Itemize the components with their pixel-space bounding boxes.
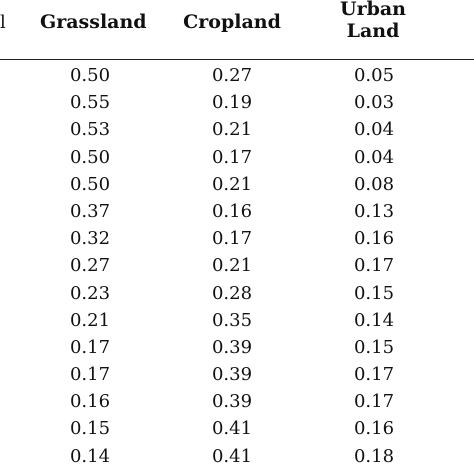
table-row: 0.32 0.17 0.16 — [0, 225, 474, 252]
grassland-cell: 0.21 — [69, 309, 111, 331]
grassland-cell: 0.15 — [69, 418, 111, 440]
urban-land-cell: 0.08 — [353, 173, 395, 195]
urban-land-cell: 0.17 — [353, 255, 395, 277]
table-row: 0.15 0.41 0.16 — [0, 415, 474, 442]
cropland-cell: 0.17 — [211, 228, 253, 250]
table-header: l Grassland Cropland Urban Land — [0, 0, 474, 58]
grassland-cell: 0.50 — [69, 65, 111, 86]
urban-land-cell: 0.17 — [353, 364, 395, 386]
cropland-cell: 0.39 — [211, 336, 253, 358]
header-urban-land-line1: Urban — [340, 0, 406, 20]
header-urban-land-line2: Land — [346, 20, 400, 42]
urban-land-cell: 0.15 — [353, 336, 395, 358]
grassland-cell: 0.32 — [69, 228, 111, 250]
table-row: 0.16 0.39 0.17 — [0, 388, 474, 415]
header-rule — [0, 59, 474, 60]
cropland-cell: 0.41 — [211, 445, 253, 467]
urban-land-cell: 0.16 — [353, 228, 395, 250]
cropland-cell: 0.39 — [211, 391, 253, 413]
table-row: 0.23 0.28 0.15 — [0, 280, 474, 307]
grassland-cell: 0.17 — [69, 364, 111, 386]
grassland-cell: 0.27 — [69, 255, 111, 277]
table-row: 0.50 0.17 0.04 — [0, 144, 474, 171]
urban-land-cell: 0.13 — [353, 200, 395, 222]
urban-land-cell: 0.17 — [353, 391, 395, 413]
cropland-cell: 0.21 — [211, 255, 253, 277]
grassland-cell: 0.50 — [69, 146, 111, 168]
grassland-cell: 0.14 — [69, 445, 111, 467]
cropland-cell: 0.28 — [211, 282, 253, 304]
cropland-cell: 0.41 — [211, 418, 253, 440]
grassland-cell: 0.17 — [69, 336, 111, 358]
urban-land-cell: 0.14 — [353, 309, 395, 331]
cropland-cell: 0.39 — [211, 364, 253, 386]
header-cropland: Cropland — [183, 11, 281, 33]
table-row: 0.27 0.21 0.17 — [0, 252, 474, 279]
table-row: 0.53 0.21 0.04 — [0, 116, 474, 143]
cropland-cell: 0.19 — [211, 92, 253, 114]
grassland-cell: 0.50 — [69, 173, 111, 195]
grassland-cell: 0.37 — [69, 200, 111, 222]
grassland-cell: 0.55 — [69, 92, 111, 114]
urban-land-cell: 0.03 — [353, 92, 395, 114]
table-row: 0.55 0.19 0.03 — [0, 89, 474, 116]
header-urban-land: Urban Land — [332, 0, 414, 42]
grassland-cell: 0.23 — [69, 282, 111, 304]
urban-land-cell: 0.04 — [353, 119, 395, 141]
cut-off-header-label: l — [0, 14, 6, 32]
table-row: 0.37 0.16 0.13 — [0, 198, 474, 225]
grassland-cell: 0.53 — [69, 119, 111, 141]
cropland-cell: 0.27 — [211, 65, 253, 86]
cropland-cell: 0.16 — [211, 200, 253, 222]
cropland-cell: 0.35 — [211, 309, 253, 331]
cropland-cell: 0.21 — [211, 119, 253, 141]
table-row: 0.50 0.27 0.05 — [0, 62, 474, 89]
urban-land-cell: 0.04 — [353, 146, 395, 168]
table-body: 0.50 0.27 0.05 0.55 0.19 0.03 0.53 0.21 0.04 0.50… — [0, 62, 474, 470]
cropland-cell: 0.17 — [211, 146, 253, 168]
table-row: 0.21 0.35 0.14 — [0, 307, 474, 334]
header-grassland: Grassland — [40, 11, 147, 33]
table-row: 0.17 0.39 0.17 — [0, 361, 474, 388]
cropland-cell: 0.21 — [211, 173, 253, 195]
table-row: 0.14 0.41 0.18 — [0, 443, 474, 470]
urban-land-cell: 0.16 — [353, 418, 395, 440]
grassland-cell: 0.16 — [69, 391, 111, 413]
table-row: 0.50 0.21 0.08 — [0, 171, 474, 198]
table-row: 0.17 0.39 0.15 — [0, 334, 474, 361]
urban-land-cell: 0.05 — [353, 65, 395, 86]
urban-land-cell: 0.15 — [353, 282, 395, 304]
urban-land-cell: 0.18 — [353, 445, 395, 467]
